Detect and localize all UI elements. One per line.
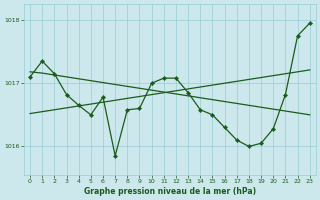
- X-axis label: Graphe pression niveau de la mer (hPa): Graphe pression niveau de la mer (hPa): [84, 187, 256, 196]
